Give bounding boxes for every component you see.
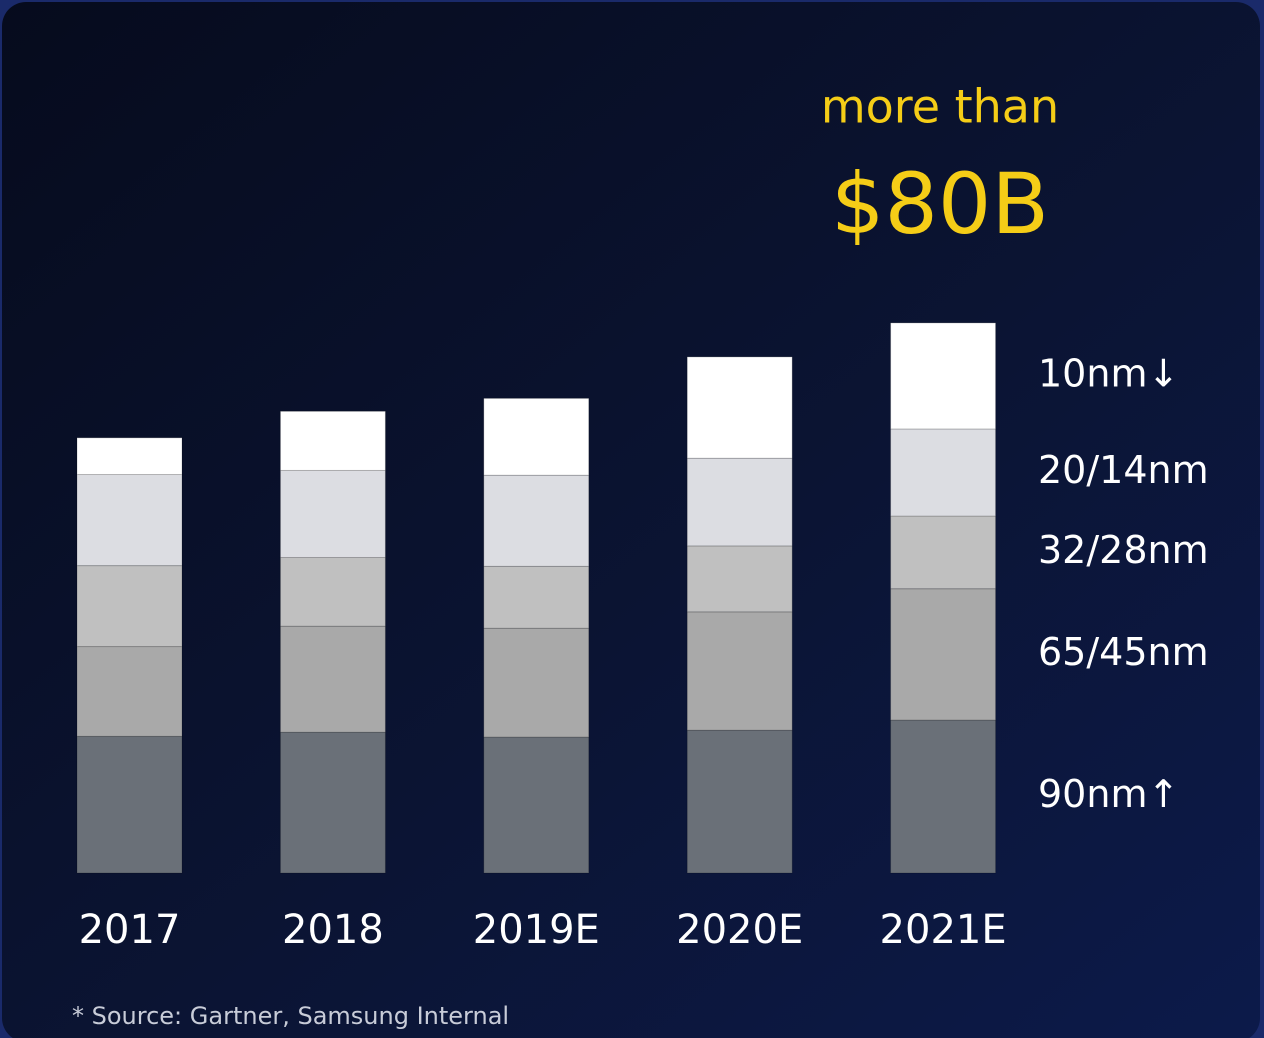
bar-segment: [483, 736, 590, 874]
x-tick-label: 2018: [282, 907, 384, 953]
bar-segment: [76, 474, 183, 567]
bar-segment: [76, 646, 183, 737]
bar-segment: [890, 719, 997, 874]
annotation: more than: [821, 80, 1059, 134]
bar-segment: [76, 735, 183, 874]
annotation: $80B: [831, 155, 1049, 253]
x-tick-label: 2021E: [880, 907, 1007, 953]
bar-segment: [686, 545, 793, 613]
bar-segment: [483, 565, 590, 629]
bar-segment: [686, 729, 793, 874]
bar-segment: [76, 437, 183, 476]
x-tick-label: 2020E: [676, 907, 803, 953]
bar-segment: [890, 322, 997, 430]
bar-segment: [483, 474, 590, 567]
bar-segment: [279, 556, 386, 627]
bar-segment: [279, 410, 386, 471]
bar-segment: [279, 731, 386, 874]
x-tick-label: 2017: [79, 907, 181, 953]
bar-segment: [890, 588, 997, 721]
bar-segment: [686, 611, 793, 731]
footnote: * Source: Gartner, Samsung Internal: [72, 1002, 509, 1030]
x-tick-label: 2019E: [473, 907, 600, 953]
legend-label: 20/14nm: [1038, 448, 1209, 492]
bar-segment: [890, 428, 997, 517]
bar-segment: [890, 515, 997, 590]
bar-segment: [686, 356, 793, 459]
bar-segment: [76, 565, 183, 648]
legend-label: 90nm↑: [1038, 772, 1179, 816]
bar-segment: [686, 457, 793, 547]
legend-label: 65/45nm: [1038, 630, 1209, 674]
bar-segment: [279, 625, 386, 733]
legend-label: 10nm↓: [1038, 351, 1179, 395]
bar-segment: [483, 397, 590, 476]
legend-label: 32/28nm: [1038, 528, 1209, 572]
bar-segment: [279, 469, 386, 558]
bar-segment: [483, 627, 590, 738]
